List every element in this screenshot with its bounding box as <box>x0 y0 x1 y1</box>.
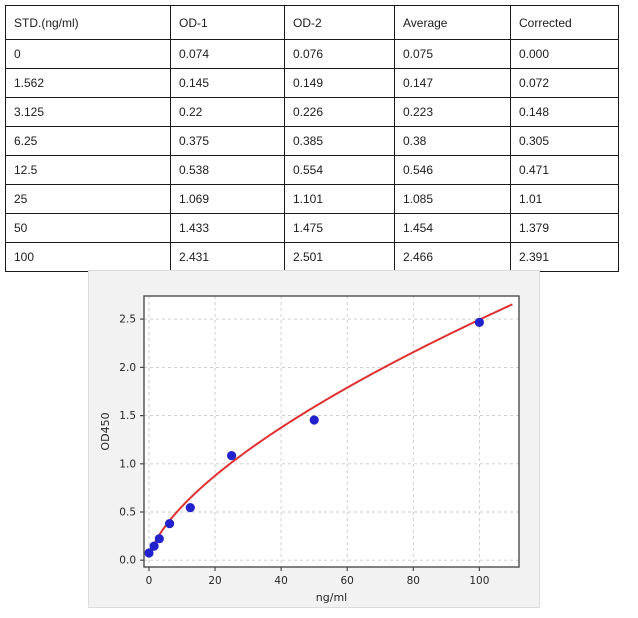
table-cell: 1.01 <box>510 184 619 214</box>
table-cell: 3.125 <box>5 97 171 127</box>
y-tick-label: 0.5 <box>119 507 136 519</box>
table-cell: 0.076 <box>284 39 395 69</box>
table-cell: 0.375 <box>170 126 285 156</box>
x-tick-label: 0 <box>146 575 153 587</box>
table-cell: 0.554 <box>284 155 395 185</box>
table-row: 25 1.069 1.101 1.085 1.01 <box>5 184 619 214</box>
table-cell: 0.305 <box>510 126 619 156</box>
y-tick-label: 2.0 <box>119 362 136 374</box>
table-cell: 1.433 <box>170 213 285 243</box>
table-cell: 0.148 <box>510 97 619 127</box>
data-point <box>227 451 237 461</box>
table-cell: 0.22 <box>170 97 285 127</box>
x-tick-label: 60 <box>341 575 354 587</box>
table-cell: 0.072 <box>510 68 619 98</box>
table-cell: 1.069 <box>170 184 285 214</box>
standards-table: STD.(ng/ml) OD-1 OD-2 Average Corrected 0 0.0… <box>5 5 619 272</box>
table-cell: 2.501 <box>284 242 395 272</box>
table-cell: 0.385 <box>284 126 395 156</box>
standards-table-header: STD.(ng/ml) OD-1 OD-2 Average Corrected <box>5 5 619 40</box>
data-point <box>474 317 484 327</box>
data-point <box>144 548 154 558</box>
table-cell: 2.466 <box>394 242 511 272</box>
table-cell: 2.391 <box>510 242 619 272</box>
y-tick-label: 0.0 <box>119 555 136 567</box>
plot-area <box>144 296 519 567</box>
plot-border <box>143 295 520 568</box>
table-cell: 0.38 <box>394 126 511 156</box>
table-cell: 0.147 <box>394 68 511 98</box>
fit-curve <box>148 303 513 556</box>
data-point <box>154 534 164 544</box>
standard-curve-chart: 0 20 40 60 80 100 0.0 0.5 1.0 1.5 2.0 2.5 ng/ml OD450 <box>88 270 540 608</box>
table-cell: 1.475 <box>284 213 395 243</box>
y-tick-label: 1.5 <box>119 410 136 422</box>
x-axis-label: ng/ml <box>316 591 347 604</box>
table-row: 12.5 0.538 0.554 0.546 0.471 <box>5 155 619 185</box>
header-row: STD.(ng/ml) OD-1 OD-2 Average Corrected <box>5 5 619 40</box>
table-cell: 0.471 <box>510 155 619 185</box>
table-cell: 25 <box>5 184 171 214</box>
x-tick-label: 40 <box>274 575 287 587</box>
column-header: OD-2 <box>284 5 395 40</box>
table-row: 1.562 0.145 0.149 0.147 0.072 <box>5 68 619 98</box>
table-cell: 0 <box>5 39 171 69</box>
table-cell: 0.074 <box>170 39 285 69</box>
table-cell: 0.075 <box>394 39 511 69</box>
table-cell: 0.546 <box>394 155 511 185</box>
table-cell: 0.223 <box>394 97 511 127</box>
table-cell: 0.145 <box>170 68 285 98</box>
data-point <box>309 415 319 425</box>
table-cell: 1.379 <box>510 213 619 243</box>
table-cell: 1.101 <box>284 184 395 214</box>
y-tick-label: 1.0 <box>119 458 136 470</box>
table-cell: 50 <box>5 213 171 243</box>
y-axis-label: OD450 <box>99 412 112 450</box>
standards-table-body: 0 0.074 0.076 0.075 0.000 1.562 0.145 0.149 0.14… <box>5 39 619 272</box>
table-cell: 1.454 <box>394 213 511 243</box>
table-row: 3.125 0.22 0.226 0.223 0.148 <box>5 97 619 127</box>
table-cell: 100 <box>5 242 171 272</box>
data-point <box>165 519 175 529</box>
x-tick-label: 100 <box>469 575 489 587</box>
column-header: STD.(ng/ml) <box>5 5 171 40</box>
table-cell: 1.085 <box>394 184 511 214</box>
table-row: 100 2.431 2.501 2.466 2.391 <box>5 242 619 272</box>
table-cell: 12.5 <box>5 155 171 185</box>
data-point <box>149 541 159 551</box>
table-row: 50 1.433 1.475 1.454 1.379 <box>5 213 619 243</box>
x-tick-label: 20 <box>208 575 221 587</box>
table-cell: 2.431 <box>170 242 285 272</box>
table-cell: 0.000 <box>510 39 619 69</box>
column-header: Corrected <box>510 5 619 40</box>
y-tick-label: 2.5 <box>119 314 136 326</box>
column-header: Average <box>394 5 511 40</box>
table-cell: 0.226 <box>284 97 395 127</box>
table-cell: 1.562 <box>5 68 171 98</box>
table-cell: 0.149 <box>284 68 395 98</box>
table-row: 6.25 0.375 0.385 0.38 0.305 <box>5 126 619 156</box>
data-point <box>185 503 195 513</box>
table-row: 0 0.074 0.076 0.075 0.000 <box>5 39 619 69</box>
x-tick-label: 80 <box>407 575 420 587</box>
table-cell: 6.25 <box>5 126 171 156</box>
column-header: OD-1 <box>170 5 285 40</box>
table-cell: 0.538 <box>170 155 285 185</box>
